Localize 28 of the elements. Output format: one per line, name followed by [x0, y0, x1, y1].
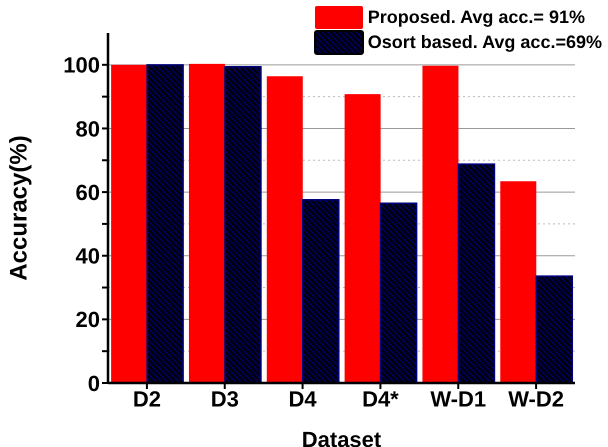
bar: [146, 64, 184, 383]
x-axis-title: Dataset: [302, 427, 382, 447]
x-tick-label: D4: [288, 386, 318, 412]
y-axis-title: Accuracy(%): [6, 135, 33, 281]
x-tick-label: D4*: [362, 386, 400, 412]
bar: [302, 198, 340, 383]
bar: [224, 66, 262, 383]
legend-label: Osort based. Avg acc.=69%: [368, 32, 602, 53]
bar: [458, 163, 496, 383]
x-tick-label: D2: [132, 386, 161, 412]
bar: [422, 66, 458, 383]
bar: [536, 275, 574, 383]
bar: [500, 181, 536, 383]
bar: [344, 94, 381, 383]
y-tick-label: 60: [76, 180, 100, 205]
y-tick-label: 40: [76, 244, 100, 269]
y-tick-label: 20: [76, 307, 100, 332]
x-tick-label: W-D2: [508, 386, 564, 412]
legend-label: Proposed. Avg acc.= 91%: [368, 7, 585, 28]
bar: [266, 76, 303, 383]
y-tick-label: 0: [88, 370, 100, 396]
bar: [111, 64, 148, 383]
bar: [380, 202, 418, 383]
y-tick-label: 100: [63, 52, 100, 78]
x-tick-label: W-D1: [430, 386, 486, 412]
bar: [188, 64, 225, 383]
y-tick-label: 80: [76, 116, 100, 142]
x-tick-label: D3: [210, 386, 239, 412]
